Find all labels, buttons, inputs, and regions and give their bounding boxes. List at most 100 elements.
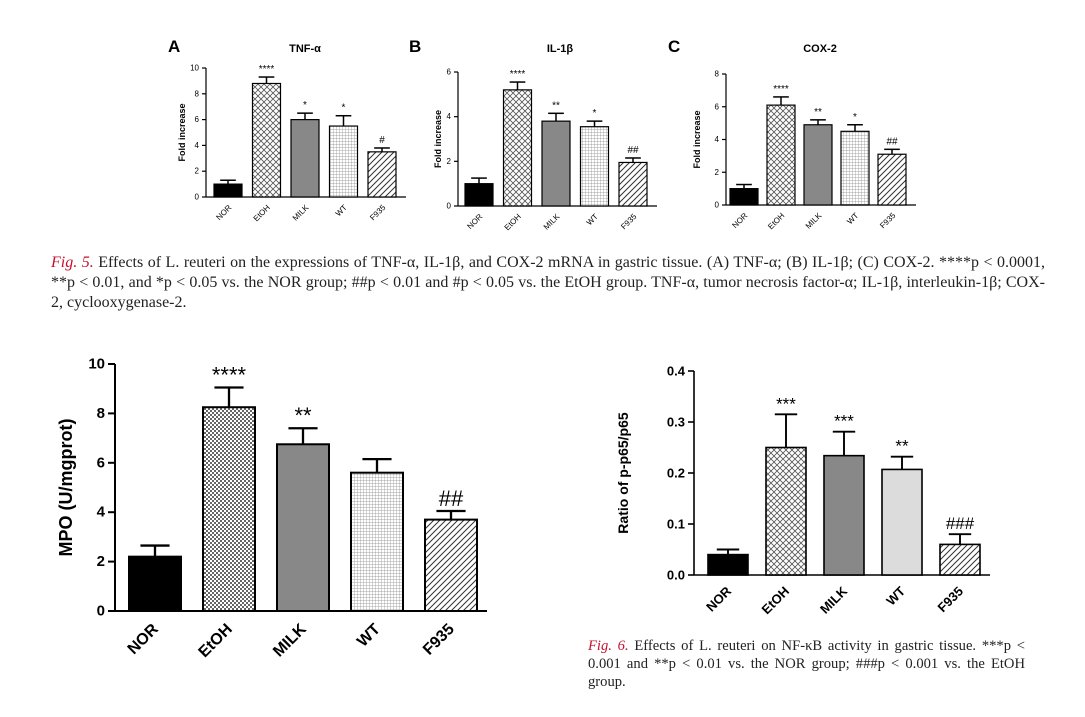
figure-5-caption-text: Effects of L. reuteri on the expressions… xyxy=(51,254,1045,311)
bar-etoh xyxy=(766,104,796,206)
x-tick-label: NOR xyxy=(125,620,162,657)
x-tick-label: WT xyxy=(585,212,600,227)
x-tick-label: EtOH xyxy=(766,211,786,231)
y-tick-label: 8 xyxy=(97,405,105,422)
x-tick-label: WT xyxy=(883,583,908,608)
x-tick-label: WT xyxy=(845,211,860,226)
x-tick-label: NOR xyxy=(465,212,484,231)
significance-label: **** xyxy=(259,64,275,75)
y-tick-label: 8 xyxy=(715,70,720,79)
bar-milk xyxy=(290,118,320,198)
x-tick-label: MILK xyxy=(542,212,562,232)
bar-f935 xyxy=(877,153,907,206)
y-tick-label: 10 xyxy=(88,356,105,373)
bar-milk xyxy=(803,124,833,206)
chart-title: COX-2 xyxy=(803,43,837,55)
y-tick-label: 4 xyxy=(447,112,452,121)
y-tick-label: 0.1 xyxy=(667,517,685,532)
x-tick-label: EtOH xyxy=(196,621,236,661)
bar-wt xyxy=(328,125,359,198)
y-tick-label: 0 xyxy=(447,202,452,211)
chart-title: TNF-α xyxy=(289,43,321,55)
significance-label: **** xyxy=(212,362,247,387)
bar-f935 xyxy=(939,543,981,576)
significance-label: ** xyxy=(814,107,822,118)
y-axis-label: Fold increase xyxy=(177,103,187,161)
y-tick-label: 0.0 xyxy=(667,568,685,583)
figure-6-caption-text: Effects of L. reuteri on NF-κB activity … xyxy=(588,638,1025,690)
bar-wt xyxy=(881,468,923,576)
significance-label: # xyxy=(379,135,385,146)
x-tick-label: WT xyxy=(354,621,384,651)
panel-letter: B xyxy=(409,37,421,56)
significance-label: ## xyxy=(439,486,464,511)
significance-label: *** xyxy=(776,394,796,413)
y-tick-label: 2 xyxy=(195,167,200,176)
x-tick-label: MILK xyxy=(291,203,311,223)
y-tick-label: 0 xyxy=(97,603,105,620)
y-tick-label: 2 xyxy=(447,157,452,166)
chart-title: IL-1β xyxy=(547,43,574,55)
x-tick-label: MILK xyxy=(270,620,310,660)
significance-label: *** xyxy=(834,412,854,431)
significance-label: ### xyxy=(946,514,975,533)
y-tick-label: 0.4 xyxy=(667,364,686,379)
chart-panel-c: 0 2 4 6 8 Fold increase C COX-2 NOR **** EtOH ** MIL… xyxy=(668,37,916,231)
y-tick-label: 0.3 xyxy=(667,415,685,430)
x-tick-label: NOR xyxy=(703,583,734,614)
x-tick-label: WT xyxy=(334,203,349,218)
significance-label: **** xyxy=(510,69,526,80)
y-tick-label: 4 xyxy=(715,135,720,144)
significance-label: ** xyxy=(552,100,560,111)
bar-f935 xyxy=(367,151,397,198)
x-tick-label: EtOH xyxy=(503,212,523,232)
y-axis-label: Fold increase xyxy=(433,110,443,168)
bar-wt xyxy=(350,471,404,612)
y-axis-label: MPO (U/mgprot) xyxy=(56,419,76,557)
y-axis-label: Ratio of p-p65/p65 xyxy=(615,412,631,534)
y-tick-label: 8 xyxy=(195,89,200,98)
x-tick-label: F935 xyxy=(368,203,388,223)
x-tick-label: EtOH xyxy=(759,584,793,618)
x-tick-label: F935 xyxy=(878,211,898,231)
bar-f935 xyxy=(424,518,478,612)
significance-label: **** xyxy=(773,84,789,95)
y-tick-label: 6 xyxy=(195,115,200,124)
significance-label: * xyxy=(342,103,346,114)
bar-nor xyxy=(128,555,182,612)
significance-label: * xyxy=(593,108,597,119)
x-tick-label: F935 xyxy=(420,621,458,659)
y-tick-label: 6 xyxy=(97,454,105,471)
y-tick-label: 2 xyxy=(97,553,105,570)
bar-wt xyxy=(840,130,870,206)
bar-milk xyxy=(276,443,330,612)
y-tick-label: 0.2 xyxy=(667,466,685,481)
bar-nor xyxy=(213,183,243,198)
figure-6-label: Fig. 6. xyxy=(588,638,629,654)
x-tick-label: EtOH xyxy=(252,203,272,223)
significance-label: ** xyxy=(294,403,312,428)
panel-letter: A xyxy=(168,37,180,56)
y-tick-label: 0 xyxy=(715,201,720,210)
x-tick-label: NOR xyxy=(730,211,749,230)
bar-etoh xyxy=(251,82,282,198)
bar-etoh xyxy=(765,446,807,576)
x-tick-label: MILK xyxy=(817,583,851,617)
y-tick-label: 10 xyxy=(190,64,199,73)
y-axis-label: Fold increase xyxy=(692,110,702,168)
significance-label: * xyxy=(303,100,307,111)
significance-label: * xyxy=(853,112,857,123)
significance-label: ## xyxy=(627,145,639,156)
x-tick-label: F935 xyxy=(619,212,639,232)
x-tick-label: MILK xyxy=(804,211,824,231)
bar-nor xyxy=(729,188,759,206)
bar-etoh xyxy=(502,89,533,207)
y-tick-label: 4 xyxy=(195,141,200,150)
figure-5-label: Fig. 5. xyxy=(51,254,94,271)
chart-nfkb: 0.0 0.1 0.2 0.3 0.4 Ratio of p-p65/p65 NOR *** E… xyxy=(615,364,990,618)
significance-label: ## xyxy=(886,136,898,147)
y-tick-label: 2 xyxy=(715,168,720,177)
y-tick-label: 6 xyxy=(447,68,452,77)
x-tick-label: NOR xyxy=(214,203,233,222)
